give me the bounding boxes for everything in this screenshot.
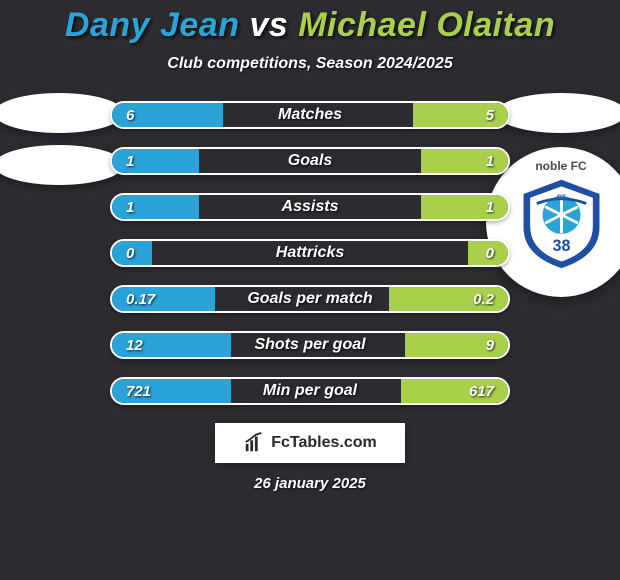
stat-rows: 6 Matches 5 1 Goals 1 1 Assists 1 0 Hattricks 0 0.17… — [110, 101, 510, 405]
stat-fill-right — [421, 149, 508, 173]
stat-label: Goals — [288, 152, 332, 170]
stat-row: 6 Matches 5 — [110, 101, 510, 129]
club-logo-icon: 38 GF — [514, 175, 609, 270]
stat-label: Min per goal — [263, 382, 357, 400]
stat-row: 721 Min per goal 617 — [110, 377, 510, 405]
stat-value-right: 5 — [486, 107, 494, 124]
stat-value-right: 9 — [486, 337, 494, 354]
stat-value-left: 6 — [126, 107, 134, 124]
stat-row: 1 Goals 1 — [110, 147, 510, 175]
stat-value-right: 0.2 — [473, 291, 494, 308]
stat-value-left: 0 — [126, 245, 134, 262]
stat-value-left: 0.17 — [126, 291, 155, 308]
chart-icon — [243, 432, 265, 454]
stat-row: 12 Shots per goal 9 — [110, 331, 510, 359]
avatar-left-top — [0, 93, 124, 133]
stat-row: 0 Hattricks 0 — [110, 239, 510, 267]
subtitle: Club competitions, Season 2024/2025 — [0, 55, 620, 73]
title-right: Michael Olaitan — [298, 6, 555, 44]
stat-value-right: 1 — [486, 153, 494, 170]
stat-label: Matches — [278, 106, 342, 124]
site-name: FcTables.com — [271, 434, 377, 452]
footer-date: 26 january 2025 — [0, 475, 620, 492]
title-left: Dany Jean — [65, 6, 240, 44]
stat-value-left: 1 — [126, 199, 134, 216]
club-name-text: noble FC — [535, 159, 586, 173]
club-number: 38 — [552, 237, 570, 255]
avatar-left-bottom — [0, 145, 124, 185]
avatar-right — [496, 93, 620, 133]
stat-value-right: 617 — [469, 383, 494, 400]
stat-row: 1 Assists 1 — [110, 193, 510, 221]
stat-value-left: 721 — [126, 383, 151, 400]
stat-label: Hattricks — [276, 244, 344, 262]
stat-fill-right — [421, 195, 508, 219]
stat-row: 0.17 Goals per match 0.2 — [110, 285, 510, 313]
page-title: Dany Jean vs Michael Olaitan — [0, 6, 620, 45]
stat-label: Assists — [282, 198, 339, 216]
stat-value-right: 1 — [486, 199, 494, 216]
site-badge[interactable]: FcTables.com — [215, 423, 405, 463]
svg-text:GF: GF — [556, 193, 565, 200]
title-vs: vs — [249, 6, 298, 44]
stat-value-left: 1 — [126, 153, 134, 170]
stat-label: Goals per match — [247, 290, 372, 308]
stat-value-right: 0 — [486, 245, 494, 262]
stats-stage: noble FC 38 GF 6 Matches 5 1 Goals 1 1 Assists 1 — [0, 101, 620, 405]
comparison-card: Dany Jean vs Michael Olaitan Club compet… — [0, 0, 620, 580]
stat-label: Shots per goal — [254, 336, 365, 354]
stat-value-left: 12 — [126, 337, 143, 354]
